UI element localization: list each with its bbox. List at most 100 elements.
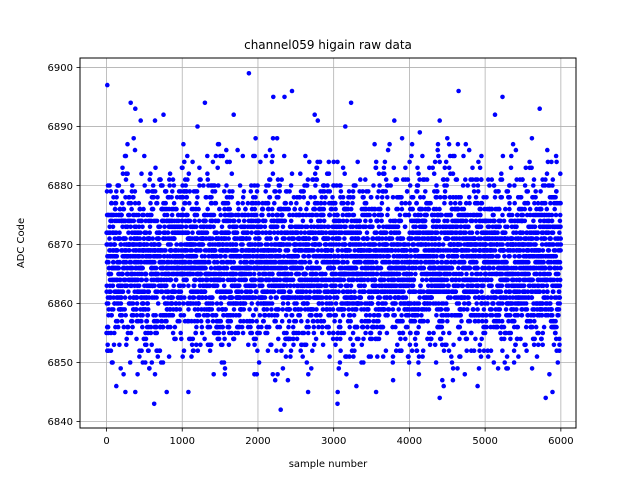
data-point [259, 324, 264, 330]
data-point [323, 195, 328, 200]
data-point [170, 177, 176, 182]
data-point [207, 283, 213, 289]
data-point [305, 200, 311, 206]
data-point [436, 218, 442, 224]
data-point [198, 342, 203, 348]
data-point [143, 271, 149, 277]
data-point [347, 324, 353, 330]
data-point [124, 283, 130, 289]
data-point [306, 253, 312, 259]
data-point [252, 283, 258, 289]
data-point [267, 195, 273, 200]
data-point [393, 218, 398, 224]
data-point [236, 218, 242, 224]
data-point [326, 159, 332, 165]
data-point [353, 265, 359, 271]
data-point [317, 242, 323, 247]
data-point [322, 200, 328, 206]
data-point [306, 236, 312, 241]
data-point [295, 253, 301, 259]
data-point [407, 200, 412, 206]
data-point [446, 165, 452, 171]
data-point [480, 318, 485, 324]
data-point [395, 206, 401, 212]
data-point [149, 212, 154, 218]
data-point [298, 307, 304, 312]
data-point [239, 324, 245, 330]
data-point [178, 289, 184, 295]
data-point [382, 307, 387, 312]
data-point [333, 271, 339, 277]
data-point [179, 242, 184, 247]
data-point [342, 171, 348, 176]
data-point [415, 313, 421, 318]
data-point [222, 189, 227, 194]
data-point [398, 218, 404, 224]
data-point [254, 372, 260, 377]
data-point [154, 218, 160, 224]
data-point [395, 342, 400, 348]
data-point [475, 183, 481, 188]
data-point [449, 354, 454, 359]
data-point [222, 372, 228, 377]
data-point [128, 224, 133, 230]
data-point [294, 336, 300, 342]
data-point [287, 189, 292, 194]
data-point [470, 283, 476, 289]
data-point [154, 324, 159, 330]
data-point [210, 159, 216, 165]
data-point [270, 271, 275, 277]
data-point [410, 195, 416, 200]
data-point [187, 189, 192, 194]
data-point [277, 324, 283, 330]
data-point [300, 354, 306, 359]
data-point [435, 147, 441, 153]
data-point [127, 360, 133, 365]
data-point [221, 259, 226, 265]
data-point [221, 283, 227, 289]
data-point [323, 230, 329, 235]
data-point [314, 271, 319, 277]
data-point [369, 301, 375, 306]
data-point [299, 224, 305, 230]
data-point [343, 124, 348, 129]
data-point [448, 295, 453, 300]
data-point [453, 289, 459, 295]
data-point [396, 259, 401, 265]
data-point [232, 277, 238, 283]
data-point [291, 336, 296, 342]
data-point [263, 218, 268, 224]
data-point [248, 289, 254, 295]
data-point [173, 277, 179, 283]
data-point [441, 283, 447, 289]
data-point [254, 318, 259, 324]
data-point [148, 171, 153, 176]
data-point [238, 253, 244, 259]
data-point [197, 183, 202, 188]
data-point [436, 236, 442, 241]
data-point [228, 289, 233, 295]
data-point [289, 171, 295, 176]
data-point [143, 336, 149, 342]
data-point [265, 242, 270, 247]
data-point [176, 218, 181, 224]
data-point [257, 271, 262, 277]
data-point [282, 218, 288, 224]
data-point [298, 206, 303, 212]
data-point [104, 189, 110, 194]
data-point [286, 206, 292, 212]
data-point [331, 265, 337, 271]
data-point [187, 200, 192, 206]
data-point [479, 177, 484, 182]
data-point [196, 301, 201, 306]
data-point [341, 330, 347, 336]
data-point [177, 307, 183, 312]
data-point [410, 206, 416, 212]
data-point [226, 236, 231, 241]
data-point [333, 283, 338, 289]
data-point [350, 195, 356, 200]
data-point [130, 183, 135, 188]
data-point [123, 259, 129, 265]
data-point [433, 242, 438, 247]
data-point [320, 307, 326, 312]
